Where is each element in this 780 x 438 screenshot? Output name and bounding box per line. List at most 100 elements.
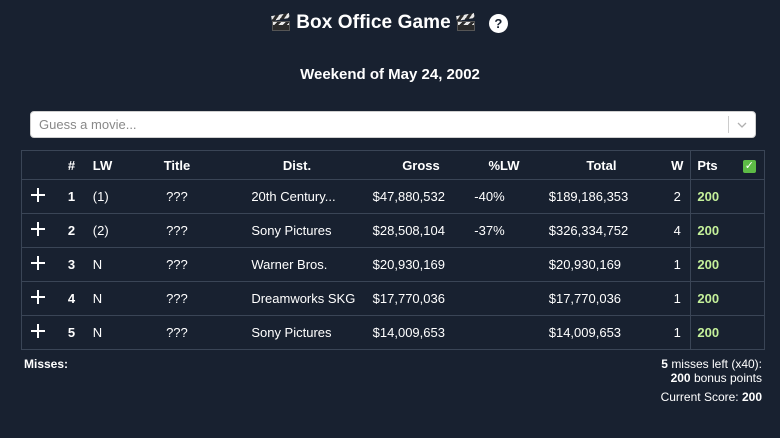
last-week-cell: (1) [88, 179, 125, 214]
rank-cell: 2 [54, 213, 89, 248]
misses-left-line: 5 misses left (x40): [661, 357, 762, 371]
search-divider [728, 116, 729, 133]
weeks-cell: 2 [664, 179, 691, 214]
weeks-cell: 1 [664, 315, 691, 350]
plus-icon[interactable] [31, 222, 46, 236]
check-cell [734, 213, 765, 248]
table-row: 2 (2) ??? Sony Pictures $28,508,104 -37%… [21, 213, 765, 248]
score-value: 200 [741, 390, 762, 404]
misses-label: Misses: [24, 357, 69, 371]
distributor-cell: Sony Pictures [229, 213, 365, 248]
percent-last-week-cell [469, 281, 539, 316]
rank-cell: 4 [54, 281, 89, 316]
title-cell: ??? [124, 213, 230, 248]
header-check: ✓ [734, 150, 765, 180]
table-header-row: # LW Title Dist. Gross %LW Total W Pts ✓ [21, 150, 765, 180]
current-score: Current Score: 200 [661, 390, 762, 404]
weeks-cell: 4 [664, 213, 691, 248]
total-cell: $326,334,752 [538, 213, 665, 248]
check-cell [734, 315, 765, 350]
header-distributor: Dist. [229, 150, 365, 180]
expand-row-button[interactable] [21, 247, 55, 282]
gross-cell: $47,880,532 [364, 179, 470, 214]
title-cell: ??? [124, 315, 230, 350]
table-row: 4 N ??? Dreamworks SKG $17,770,036 $17,7… [21, 281, 765, 316]
percent-last-week-cell: -40% [469, 179, 539, 214]
game-title: Box Office Game [296, 12, 451, 33]
percent-last-week-cell [469, 247, 539, 282]
score-label: Current Score: [660, 390, 739, 404]
clapperboard-icon [455, 12, 475, 31]
header-rank: # [54, 150, 89, 180]
header-gross: Gross [364, 150, 470, 180]
points-cell: 200 [690, 213, 735, 248]
misses-info: 5 misses left (x40): 200 bonus points [661, 357, 762, 385]
movie-search-input[interactable] [31, 112, 728, 137]
points-cell: 200 [690, 247, 735, 282]
plus-icon[interactable] [31, 290, 46, 304]
header-total: Total [538, 150, 665, 180]
total-cell: $189,186,353 [538, 179, 665, 214]
weekend-label: Weekend of May 24, 2002 [300, 66, 480, 83]
gross-cell: $17,770,036 [364, 281, 470, 316]
expand-row-button[interactable] [21, 179, 55, 214]
last-week-cell: N [88, 247, 125, 282]
total-cell: $17,770,036 [538, 281, 665, 316]
header-add [21, 150, 55, 180]
header-last-week: LW [88, 150, 125, 180]
bonus-text: bonus points [693, 371, 762, 385]
percent-last-week-cell [469, 315, 539, 350]
points-cell: 200 [690, 315, 735, 350]
chevron-down-icon[interactable] [729, 112, 755, 137]
check-cell [734, 179, 765, 214]
distributor-cell: Warner Bros. [229, 247, 365, 282]
weeks-cell: 1 [664, 281, 691, 316]
movie-search [30, 111, 756, 138]
header-weeks: W [664, 150, 691, 180]
last-week-cell: N [88, 281, 125, 316]
expand-row-button[interactable] [21, 315, 55, 350]
gross-cell: $20,930,169 [364, 247, 470, 282]
header-title: Title [124, 150, 230, 180]
misses-left-count: 5 [661, 357, 668, 371]
check-cell [734, 247, 765, 282]
distributor-cell: Dreamworks SKG [229, 281, 365, 316]
clapperboard-icon [271, 12, 291, 31]
box-office-table: # LW Title Dist. Gross %LW Total W Pts ✓… [21, 150, 765, 350]
points-cell: 200 [690, 179, 735, 214]
points-cell: 200 [690, 281, 735, 316]
gross-cell: $14,009,653 [364, 315, 470, 350]
plus-icon[interactable] [31, 324, 46, 338]
last-week-cell: N [88, 315, 125, 350]
plus-icon[interactable] [31, 188, 46, 202]
rank-cell: 3 [54, 247, 89, 282]
gross-cell: $28,508,104 [364, 213, 470, 248]
rank-cell: 5 [54, 315, 89, 350]
weeks-cell: 1 [664, 247, 691, 282]
table-row: 5 N ??? Sony Pictures $14,009,653 $14,00… [21, 315, 765, 350]
bonus-points: 200 [670, 371, 691, 385]
distributor-cell: Sony Pictures [229, 315, 365, 350]
plus-icon[interactable] [31, 256, 46, 270]
misses-left-text: misses left (x40): [671, 357, 762, 371]
title-cell: ??? [124, 281, 230, 316]
table-row: 1 (1) ??? 20th Century... $47,880,532 -4… [21, 179, 765, 214]
header: Box Office Game ? [0, 12, 780, 34]
expand-row-button[interactable] [21, 213, 55, 248]
total-cell: $14,009,653 [538, 315, 665, 350]
check-cell [734, 281, 765, 316]
title-cell: ??? [124, 179, 230, 214]
header-points: Pts [690, 150, 735, 180]
bonus-line: 200 bonus points [661, 371, 762, 385]
table-row: 3 N ??? Warner Bros. $20,930,169 $20,930… [21, 247, 765, 282]
header-percent-last-week: %LW [469, 150, 539, 180]
distributor-cell: 20th Century... [229, 179, 365, 214]
help-icon[interactable]: ? [488, 13, 508, 33]
percent-last-week-cell: -37% [469, 213, 539, 248]
rank-cell: 1 [54, 179, 89, 214]
expand-row-button[interactable] [21, 281, 55, 316]
title-cell: ??? [124, 247, 230, 282]
check-icon: ✓ [742, 160, 756, 173]
total-cell: $20,930,169 [538, 247, 665, 282]
last-week-cell: (2) [88, 213, 125, 248]
